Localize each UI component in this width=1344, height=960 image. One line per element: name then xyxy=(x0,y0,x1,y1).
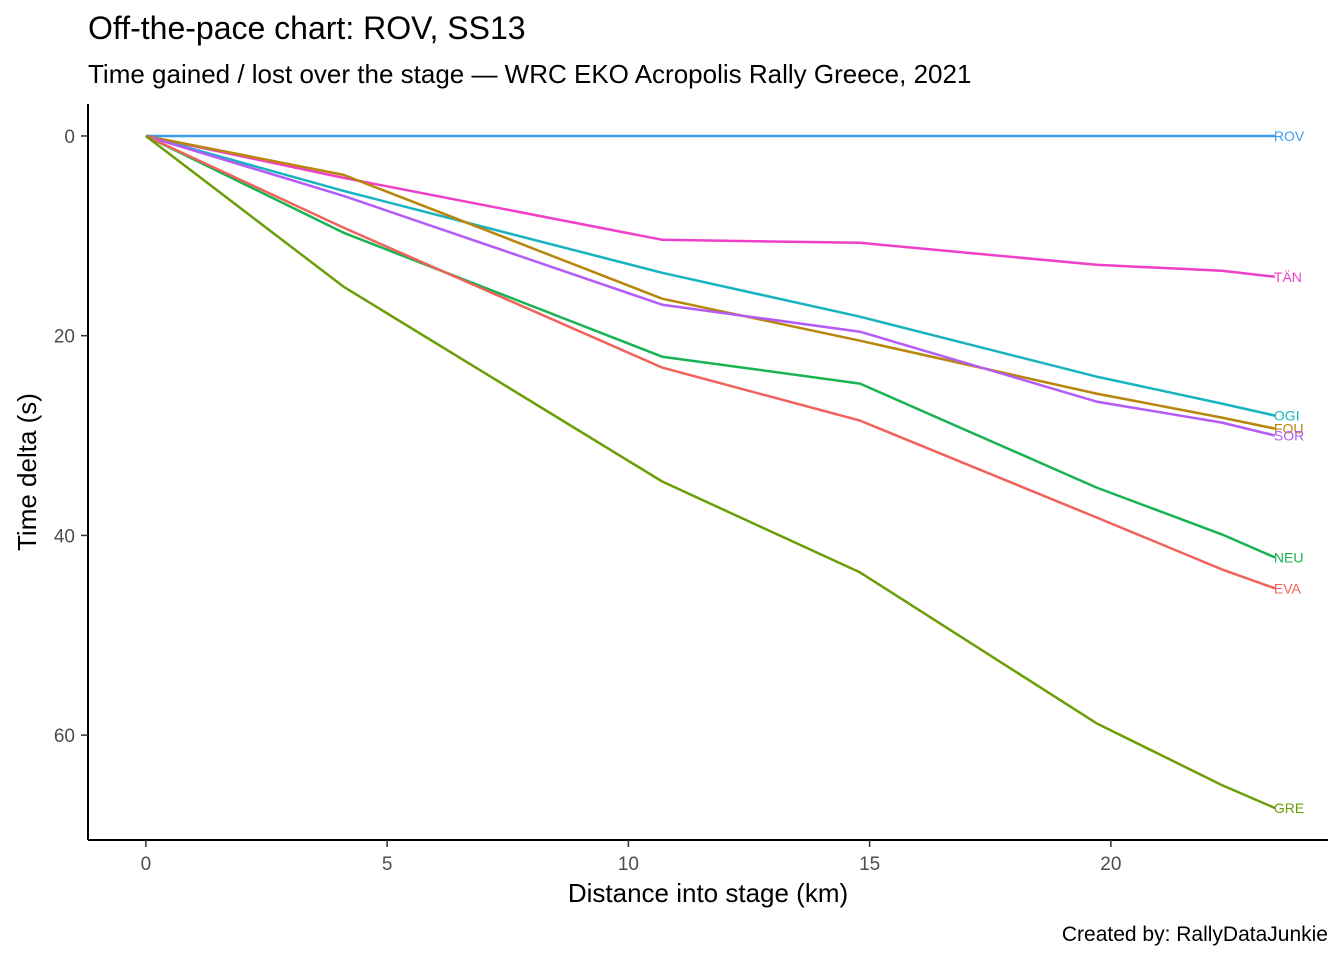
series-line-neu xyxy=(145,134,1276,559)
series-label: FOU xyxy=(1274,421,1304,437)
series-line-gre xyxy=(145,135,1276,810)
series-label: NEU xyxy=(1274,549,1304,565)
x-axis-ticks: 0 5 10 15 20 xyxy=(141,840,1121,875)
chart-subtitle: Time gained / lost over the stage — WRC … xyxy=(88,59,971,89)
x-axis-title: Distance into stage (km) xyxy=(568,878,848,908)
x-tick-label: 5 xyxy=(382,854,393,875)
series-line-fou xyxy=(145,134,1276,430)
y-axis-title: Time delta (s) xyxy=(12,393,42,551)
series-label: EVA xyxy=(1274,580,1302,596)
y-tick-label: 40 xyxy=(54,526,75,547)
series-lines xyxy=(145,134,1276,810)
x-tick-label: 15 xyxy=(859,854,880,875)
series-line-sor xyxy=(145,134,1276,437)
series-line-eva xyxy=(145,134,1276,590)
y-tick-label: 20 xyxy=(54,327,75,348)
chart-title: Off-the-pace chart: ROV, SS13 xyxy=(88,10,526,46)
x-tick-label: 20 xyxy=(1100,854,1121,875)
series-label: ROV xyxy=(1274,128,1305,144)
x-tick-label: 0 xyxy=(141,854,152,875)
series-line-ogi xyxy=(145,134,1276,417)
series-line-tän xyxy=(145,134,1276,279)
series-label: GRE xyxy=(1274,800,1304,816)
y-tick-label: 60 xyxy=(54,726,75,747)
y-axis-ticks: 0 20 40 60 xyxy=(54,127,88,747)
series-label: OGI xyxy=(1274,408,1300,424)
series-label: SOR xyxy=(1274,428,1304,444)
chart-caption: Created by: RallyDataJunkie xyxy=(1062,923,1328,946)
y-tick-label: 0 xyxy=(64,127,75,148)
x-tick-label: 10 xyxy=(618,854,639,875)
series-label: TÄN xyxy=(1274,269,1302,285)
